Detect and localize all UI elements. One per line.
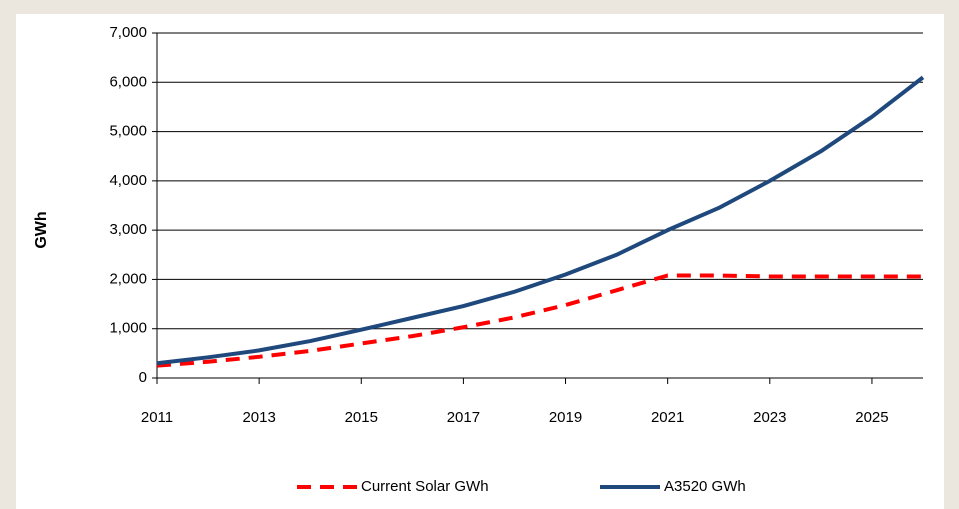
y-tick-label: 4,000 bbox=[109, 172, 147, 189]
x-tick-label: 2011 bbox=[141, 409, 173, 426]
x-tick-label: 2013 bbox=[242, 409, 275, 426]
y-axis-label: GWh bbox=[33, 211, 50, 248]
x-tick-label: 2017 bbox=[447, 409, 480, 426]
series-line bbox=[156, 273, 923, 368]
y-tick-label: 1,000 bbox=[109, 320, 147, 337]
y-tick-label: 0 bbox=[139, 369, 147, 386]
y-tick-label: 2,000 bbox=[109, 270, 147, 287]
x-tick-label: 2019 bbox=[549, 409, 582, 426]
y-tick-label: 6,000 bbox=[109, 73, 147, 90]
series-line bbox=[156, 75, 925, 366]
y-tick-label: 5,000 bbox=[109, 123, 147, 140]
x-tick-label: 2015 bbox=[345, 409, 378, 426]
chart-panel bbox=[16, 14, 944, 509]
x-tick-label: 2021 bbox=[651, 409, 684, 426]
y-tick-label: 3,000 bbox=[109, 221, 147, 238]
y-tick-label: 7,000 bbox=[109, 24, 147, 41]
x-tick-label: 2025 bbox=[855, 409, 888, 426]
legend-label: A3520 GWh bbox=[664, 478, 746, 495]
legend-label: Current Solar GWh bbox=[361, 478, 489, 495]
x-tick-label: 2023 bbox=[753, 409, 786, 426]
